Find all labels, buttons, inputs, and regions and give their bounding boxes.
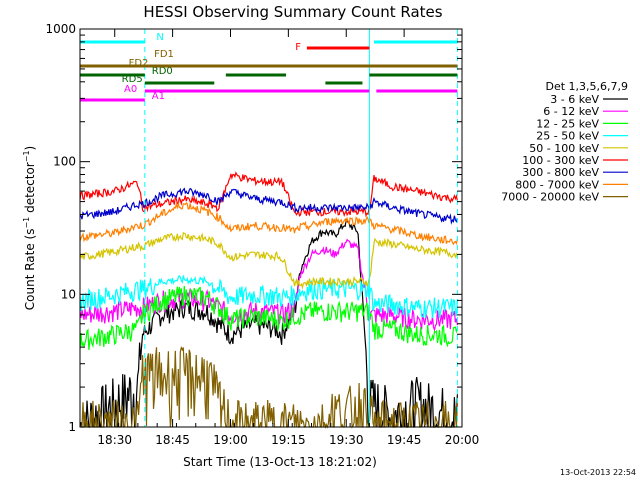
x-tick-label: 19:15 xyxy=(271,433,306,447)
legend-entry-label: 6 - 12 keV xyxy=(543,105,599,118)
legend-entry-label: 3 - 6 keV xyxy=(550,93,599,106)
series-line-4 xyxy=(79,274,458,319)
x-tick-label: 19:45 xyxy=(387,433,422,447)
legend-entry-label: 12 - 25 keV xyxy=(536,117,599,130)
flag-label-a0: A0 xyxy=(124,84,137,95)
legend-entry-label: 100 - 300 keV xyxy=(522,154,599,167)
timestamp: 13-Oct-2013 22:54 xyxy=(560,468,636,477)
series-line-7 xyxy=(79,187,458,225)
chart-title: HESSI Observing Summary Count Rates xyxy=(143,3,442,21)
flag-label-a1: A1 xyxy=(152,91,165,102)
legend-entry-label: 800 - 7000 keV xyxy=(515,178,599,191)
legend-title: Det 1,3,5,6,7,9 xyxy=(545,80,628,93)
legend-entry-label: 50 - 100 keV xyxy=(529,142,599,155)
legend-entry-label: 300 - 800 keV xyxy=(522,166,599,179)
x-tick-label: 20:00 xyxy=(445,433,480,447)
series-line-9 xyxy=(80,345,458,430)
x-tick-label: 18:45 xyxy=(155,433,190,447)
flag-label-n: N xyxy=(156,32,163,43)
y-tick-label: 100 xyxy=(53,155,76,169)
flag-label-rd0: RD0 xyxy=(152,66,173,77)
y-tick-label: 10 xyxy=(61,287,76,301)
series-line-3 xyxy=(79,285,458,351)
flag-label-f: F xyxy=(295,42,301,53)
x-tick-label: 18:30 xyxy=(97,433,132,447)
flag-label-rd5: RD5 xyxy=(122,74,143,85)
legend-entry-label: 25 - 50 keV xyxy=(536,130,599,143)
y-tick-label: 1000 xyxy=(45,22,76,36)
x-tick-label: 19:30 xyxy=(329,433,364,447)
y-tick-label: 1 xyxy=(68,420,76,434)
plot-frame xyxy=(79,28,463,428)
y-axis-label: Count Rate (s−1 detector−1) xyxy=(22,146,37,310)
x-axis-label: Start Time (13-Oct-13 18:21:02) xyxy=(183,455,377,469)
x-tick-label: 19:00 xyxy=(213,433,248,447)
flag-label-fd2: FD2 xyxy=(129,58,149,69)
flag-label-fd1: FD1 xyxy=(154,49,174,60)
x-axis: 18:30 18:45 19:00 19:15 19:30 19:45 20:00 xyxy=(79,29,480,447)
series-line-5 xyxy=(79,231,458,290)
y-axis: 1 10 100 1000 xyxy=(45,22,462,434)
series-line-6 xyxy=(79,171,458,218)
legend-entry-label: 7000 - 20000 keV xyxy=(501,191,599,204)
series-line-8 xyxy=(79,201,458,246)
